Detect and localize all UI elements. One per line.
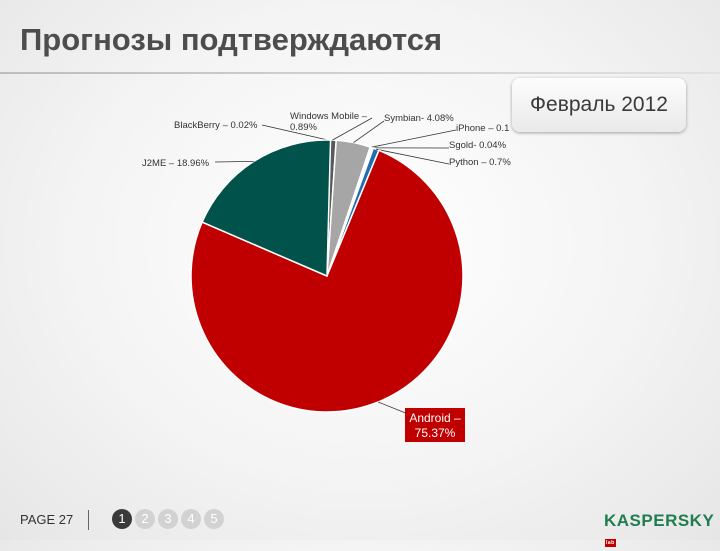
data-label-symbian: Symbian- 4.08% — [384, 113, 454, 124]
logo-wordmark: KASPERSKY — [604, 511, 714, 530]
data-label-android: Android –75.37% — [409, 411, 461, 440]
data-label-python: Python – 0.7% — [449, 157, 511, 168]
data-label-windows-mobile: Windows Mobile –0.89% — [290, 111, 368, 133]
leader-line-symbian — [354, 121, 385, 143]
pager-dot-4[interactable]: 4 — [181, 509, 201, 529]
leader-line-android — [378, 402, 408, 414]
data-label-sgold: Sgold- 0.04% — [449, 140, 507, 151]
page-number: PAGE 27 — [20, 512, 73, 527]
logo-lab-tag: lab — [605, 539, 616, 547]
data-label-j2me: J2ME – 18.96% — [142, 158, 210, 169]
kaspersky-logo: KASPERSKY lab — [604, 511, 720, 551]
pager-dot-3[interactable]: 3 — [158, 509, 178, 529]
pager-dot-2[interactable]: 2 — [135, 509, 155, 529]
pager-dot-1[interactable]: 1 — [112, 509, 132, 529]
pager-dot-5[interactable]: 5 — [204, 509, 224, 529]
leader-line-j2me — [215, 161, 254, 162]
footer-separator — [88, 510, 89, 530]
data-label-blackberry: BlackBerry – 0.02% — [174, 120, 258, 131]
data-label-iphone: iPhone – 0.1 — [456, 123, 509, 134]
leader-line-iphone — [371, 130, 456, 147]
